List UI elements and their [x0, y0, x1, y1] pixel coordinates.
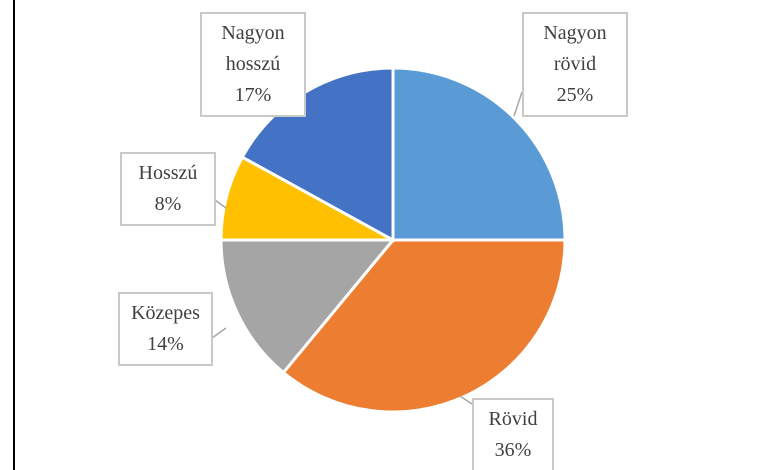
data-label: Rövid 36% — [472, 398, 554, 470]
label-value: 36% — [494, 439, 532, 461]
pie-slice — [219, 238, 397, 375]
leader-line — [459, 395, 473, 405]
label-category: Nagyon hosszú — [221, 22, 285, 75]
label-category: Rövid — [488, 408, 538, 430]
data-label: Közepes 14% — [118, 292, 213, 366]
data-label: Nagyon hosszú 17% — [200, 12, 306, 117]
data-label: Hosszú 8% — [120, 152, 216, 226]
label-value: 25% — [556, 84, 594, 106]
leader-line — [211, 327, 227, 339]
label-category: Közepes — [131, 302, 200, 324]
pie-slice — [391, 66, 567, 242]
pie-slice — [281, 238, 567, 414]
leader-line — [214, 199, 227, 209]
data-label: Nagyon rövid 25% — [522, 12, 628, 117]
label-value: 17% — [234, 84, 272, 106]
label-category: Nagyon rövid — [543, 22, 607, 75]
label-value: 8% — [154, 193, 182, 215]
label-value: 14% — [147, 333, 184, 355]
leader-line — [513, 91, 523, 117]
label-category: Hosszú — [138, 162, 198, 184]
